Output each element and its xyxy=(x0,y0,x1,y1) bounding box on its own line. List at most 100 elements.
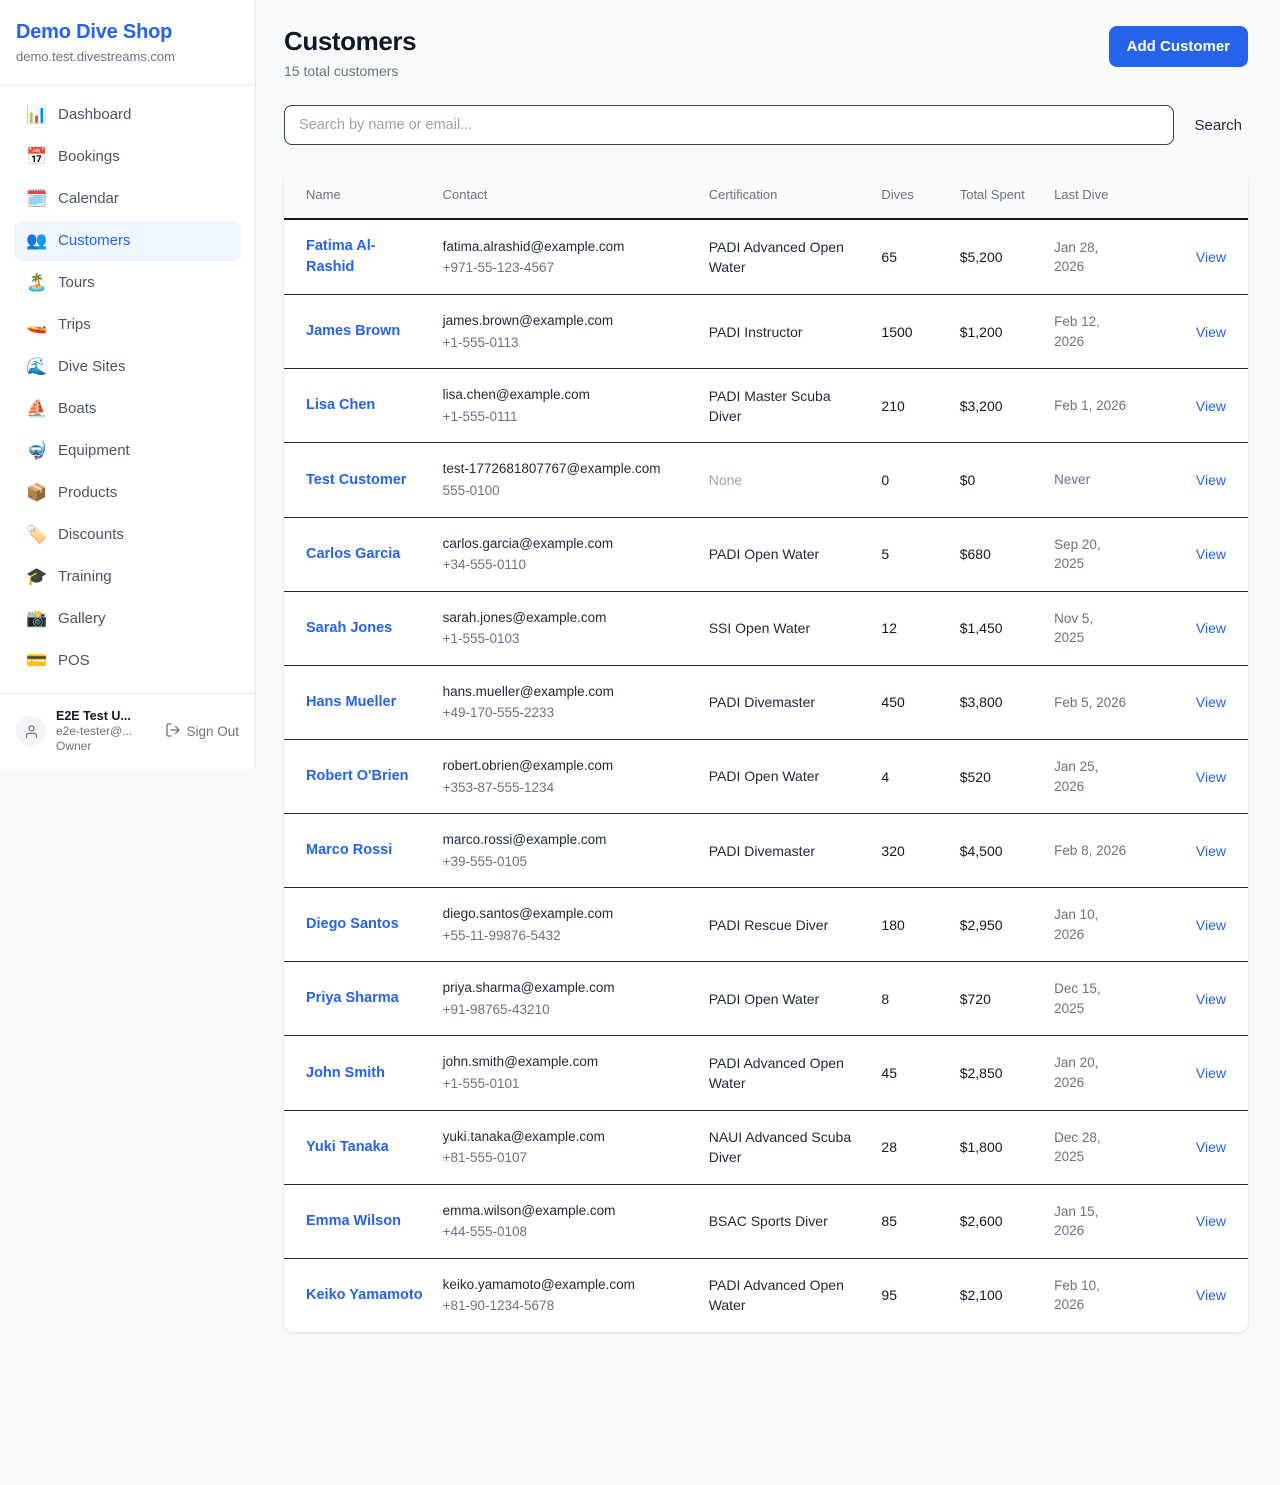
view-link[interactable]: View xyxy=(1195,546,1226,563)
sidebar-item-gallery[interactable]: 📸 Gallery xyxy=(14,599,241,639)
sidebar-item-discounts[interactable]: 🏷️ Discounts xyxy=(14,515,241,555)
customer-name-link[interactable]: Carlos Garcia xyxy=(306,545,401,562)
user-name: E2E Test U... xyxy=(56,708,131,723)
sidebar-item-bookings[interactable]: 📅 Bookings xyxy=(14,137,241,177)
sign-out-icon xyxy=(165,722,181,741)
search-input[interactable] xyxy=(284,105,1175,146)
user-meta: E2E Test U... e2e-tester@... Owner xyxy=(56,708,132,755)
view-link[interactable]: View xyxy=(1195,1213,1226,1230)
cell-last-dive: Dec 15, 2025 xyxy=(1044,961,1137,1037)
cell-total-spent: $720 xyxy=(949,961,1045,1037)
cell-dives: 8 xyxy=(871,961,950,1037)
sidebar-item-calendar[interactable]: 🗓️ Calendar xyxy=(14,179,241,219)
customer-name-link[interactable]: John Smith xyxy=(306,1064,385,1081)
total-spent-value: $680 xyxy=(959,546,991,563)
table-row: Yuki Tanaka yuki.tanaka@example.com +81-55… xyxy=(284,1110,1248,1185)
total-spent-value: $3,800 xyxy=(959,694,1003,711)
customer-name-link[interactable]: Test Customer xyxy=(306,471,407,488)
cell-name: Fatima Al-Rashid xyxy=(284,219,433,296)
dives-count: 5 xyxy=(881,546,890,563)
table-row: Hans Mueller hans.mueller@example.com +49-… xyxy=(284,665,1248,740)
customer-name-link[interactable]: Yuki Tanaka xyxy=(306,1138,389,1155)
view-link[interactable]: View xyxy=(1195,768,1226,785)
cell-certification: PADI Divemaster xyxy=(698,665,872,740)
cell-actions: View xyxy=(1136,1110,1248,1185)
view-link[interactable]: View xyxy=(1195,1139,1226,1156)
customer-name-link[interactable]: James Brown xyxy=(306,323,401,340)
people-icon: 👥 xyxy=(26,231,48,251)
sidebar-item-products[interactable]: 📦 Products xyxy=(14,473,241,513)
view-link[interactable]: View xyxy=(1195,323,1226,340)
cell-certification: PADI Open Water xyxy=(698,517,872,592)
table-row: Carlos Garcia carlos.garcia@example.com +3… xyxy=(284,517,1248,592)
sidebar-item-boats[interactable]: ⛵ Boats xyxy=(14,389,241,429)
customer-name-link[interactable]: Lisa Chen xyxy=(306,397,376,414)
view-link[interactable]: View xyxy=(1195,1065,1226,1082)
cell-certification: PADI Instructor xyxy=(698,294,872,370)
cell-actions: View xyxy=(1136,294,1248,370)
last-dive-date: Jan 15, 2026 xyxy=(1054,1203,1099,1239)
cell-last-dive: Feb 1, 2026 xyxy=(1044,368,1137,444)
customer-phone: +1-555-0113 xyxy=(442,334,519,350)
view-link[interactable]: View xyxy=(1195,620,1226,637)
user-avatar-icon xyxy=(16,716,46,747)
sidebar-item-dashboard[interactable]: 📊 Dashboard xyxy=(14,95,241,135)
sidebar-item-tours[interactable]: 🏝️ Tours xyxy=(14,263,241,303)
cell-total-spent: $1,450 xyxy=(949,591,1045,666)
last-dive-date: Jan 28, 2026 xyxy=(1054,239,1099,275)
customer-name-link[interactable]: Priya Sharma xyxy=(306,990,399,1007)
customer-name-link[interactable]: Marco Rossi xyxy=(306,842,393,859)
total-spent-value: $520 xyxy=(959,768,991,785)
cell-dives: 0 xyxy=(871,442,950,518)
cell-last-dive: Feb 5, 2026 xyxy=(1044,665,1137,740)
view-link[interactable]: View xyxy=(1195,397,1226,414)
view-link[interactable]: View xyxy=(1195,694,1226,711)
view-link[interactable]: View xyxy=(1195,1287,1226,1304)
certification-value: PADI Advanced Open Water xyxy=(708,1054,844,1092)
customer-phone: +49-170-555-2233 xyxy=(442,705,555,721)
cell-certification: PADI Master Scuba Diver xyxy=(698,368,872,444)
cell-total-spent: $4,500 xyxy=(949,813,1045,889)
column-header-contact: Contact xyxy=(432,171,699,221)
cell-contact: hans.mueller@example.com +49-170-555-2233 xyxy=(432,665,699,740)
sidebar-item-label: Training xyxy=(58,568,112,586)
last-dive-date: Feb 8, 2026 xyxy=(1054,842,1127,858)
view-link[interactable]: View xyxy=(1195,249,1226,266)
view-link[interactable]: View xyxy=(1195,472,1226,489)
sign-out-button[interactable]: Sign Out xyxy=(165,722,239,741)
customer-name-link[interactable]: Diego Santos xyxy=(306,916,399,933)
sidebar-item-training[interactable]: 🎓 Training xyxy=(14,557,241,597)
sidebar-item-pos[interactable]: 💳 POS xyxy=(14,641,241,681)
search-row: Search xyxy=(284,105,1248,146)
sidebar-item-dive-sites[interactable]: 🌊 Dive Sites xyxy=(14,347,241,387)
add-customer-button[interactable]: Add Customer xyxy=(1108,26,1248,67)
customer-name-link[interactable]: Hans Mueller xyxy=(306,693,397,710)
dives-count: 210 xyxy=(881,397,905,414)
view-link[interactable]: View xyxy=(1195,842,1226,859)
cell-contact: john.smith@example.com +1-555-0101 xyxy=(432,1035,699,1111)
view-link[interactable]: View xyxy=(1195,990,1226,1007)
cell-dives: 180 xyxy=(871,887,950,963)
certification-value: SSI Open Water xyxy=(708,620,811,637)
table-header-row: Name Contact Certification Dives Total Spent… xyxy=(284,171,1248,221)
cell-contact: marco.rossi@example.com +39-555-0105 xyxy=(432,813,699,889)
dives-count: 95 xyxy=(881,1287,897,1304)
view-link[interactable]: View xyxy=(1195,916,1226,933)
sidebar-item-equipment[interactable]: 🤿 Equipment xyxy=(14,431,241,471)
last-dive-date: Feb 12, 2026 xyxy=(1054,314,1100,349)
customer-name-link[interactable]: Fatima Al-Rashid xyxy=(306,238,376,276)
customer-name-link[interactable]: Sarah Jones xyxy=(306,619,393,636)
last-dive-date: Feb 10, 2026 xyxy=(1054,1277,1100,1313)
search-button[interactable]: Search xyxy=(1188,113,1248,138)
cell-name: Diego Santos xyxy=(284,887,433,963)
customer-name-link[interactable]: Keiko Yamamoto xyxy=(306,1286,423,1303)
customers-table: Name Contact Certification Dives Total Spent… xyxy=(284,171,1248,1332)
sidebar-item-customers[interactable]: 👥 Customers xyxy=(14,220,241,261)
customer-phone: +44-555-0108 xyxy=(442,1224,528,1240)
sidebar-item-trips[interactable]: 🚤 Trips xyxy=(14,305,241,345)
customer-name-link[interactable]: Emma Wilson xyxy=(306,1212,401,1229)
customer-name-link[interactable]: Robert O'Brien xyxy=(306,768,409,785)
total-spent-value: $5,200 xyxy=(959,249,1003,266)
table-row: Sarah Jones sarah.jones@example.com +1-555… xyxy=(284,591,1248,666)
customer-phone: +81-90-1234-5678 xyxy=(442,1298,555,1314)
